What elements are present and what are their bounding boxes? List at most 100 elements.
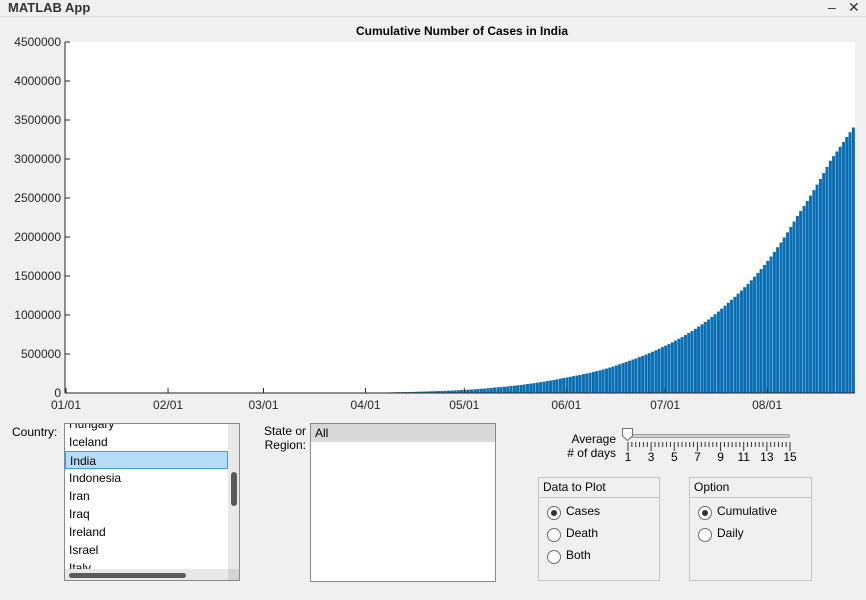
list-item[interactable]: All — [311, 424, 495, 442]
bar — [628, 360, 631, 394]
bar — [562, 377, 566, 394]
bar — [598, 370, 602, 394]
bar — [848, 132, 852, 394]
bar — [766, 260, 770, 394]
country-vertical-scrollbar[interactable] — [228, 424, 239, 569]
bar — [786, 232, 789, 394]
radio-button-icon[interactable] — [547, 506, 561, 520]
bar — [680, 336, 684, 394]
data-to-plot-title: Data to Plot — [539, 478, 659, 498]
bar — [726, 302, 730, 394]
x-tick-label: 05/01 — [449, 398, 479, 412]
bar — [605, 368, 608, 394]
list-item[interactable]: Hungary — [69, 423, 115, 431]
cases-chart: Cumulative Number of Cases in India 0 5000… — [14, 24, 855, 412]
bar — [542, 381, 546, 394]
country-horizontal-scrollbar[interactable] — [65, 569, 239, 580]
bar — [851, 127, 855, 394]
bar — [697, 326, 701, 394]
bar — [621, 363, 625, 394]
x-tick-label: 03/01 — [248, 398, 278, 412]
bar — [693, 328, 697, 394]
bar — [677, 338, 681, 394]
bar — [608, 367, 612, 394]
bar — [618, 364, 622, 394]
list-item[interactable]: Iraq — [69, 507, 90, 521]
state-listbox[interactable]: All — [310, 423, 496, 582]
bar — [522, 384, 526, 394]
bar — [822, 173, 826, 394]
y-tick-label: 4000000 — [14, 74, 61, 88]
bar — [776, 247, 780, 394]
bar — [700, 324, 704, 394]
list-item[interactable]: Iran — [69, 489, 90, 503]
bar — [568, 376, 572, 394]
list-item[interactable]: Israel — [69, 543, 99, 557]
bar — [716, 311, 720, 394]
country-listbox[interactable]: Hungary Iceland India Indonesia Iran Iraq Irel… — [64, 423, 240, 581]
y-tick-label: 3000000 — [14, 152, 61, 166]
bar — [832, 156, 836, 394]
bar — [815, 184, 819, 394]
bar — [516, 385, 520, 394]
bar — [535, 382, 539, 394]
bar — [496, 387, 500, 394]
bar — [730, 299, 734, 394]
close-icon[interactable]: ✕ — [848, 0, 860, 15]
bar — [532, 383, 536, 394]
average-label-line2: # of days — [567, 446, 616, 460]
bar — [473, 389, 477, 394]
bar — [782, 237, 786, 394]
list-item[interactable]: India — [65, 451, 228, 469]
bar — [795, 215, 799, 394]
bar — [763, 265, 766, 394]
bar — [720, 308, 724, 394]
bar — [743, 287, 747, 394]
list-item[interactable]: Indonesia — [69, 471, 122, 485]
bar — [687, 333, 691, 394]
bar — [614, 365, 618, 394]
y-tick-label: 2500000 — [14, 191, 61, 205]
bar — [641, 355, 645, 394]
radio-button-icon[interactable] — [698, 528, 712, 542]
y-tick-label: 3500000 — [14, 113, 61, 127]
bar — [805, 200, 809, 394]
radio-button-icon[interactable] — [698, 506, 712, 520]
average-slider-thumb[interactable] — [622, 428, 633, 441]
bar — [588, 372, 592, 394]
radio-button-icon[interactable] — [547, 550, 561, 564]
option-title: Option — [690, 478, 811, 498]
average-slider-track[interactable] — [627, 434, 790, 438]
bar — [549, 380, 552, 394]
bar — [637, 357, 641, 394]
x-tick-label: 06/01 — [551, 398, 581, 412]
bar — [842, 141, 845, 394]
list-item[interactable]: Ireland — [69, 525, 106, 539]
x-tick-label: 01/01 — [51, 398, 81, 412]
bar — [723, 305, 727, 394]
bar — [828, 160, 832, 394]
bar — [519, 384, 523, 394]
bar — [690, 331, 694, 394]
bar — [674, 340, 678, 394]
bar — [526, 384, 529, 394]
bar — [667, 344, 671, 394]
minimize-icon[interactable]: – — [828, 0, 836, 15]
scroll-thumb[interactable] — [231, 472, 237, 506]
scroll-thumb[interactable] — [69, 573, 186, 578]
radio-button-icon[interactable] — [547, 528, 561, 542]
bar — [651, 351, 655, 394]
list-item[interactable]: Iceland — [69, 435, 108, 449]
bar — [558, 378, 562, 394]
state-label-line2: Region: — [264, 438, 306, 452]
bar — [512, 385, 516, 394]
bar — [486, 388, 490, 394]
bar — [769, 256, 773, 394]
bar — [812, 190, 816, 394]
bar — [756, 272, 760, 394]
bar — [581, 374, 585, 394]
bar — [818, 178, 822, 394]
window-title: MATLAB App — [8, 0, 91, 15]
bar — [835, 151, 839, 394]
bar — [585, 373, 589, 394]
